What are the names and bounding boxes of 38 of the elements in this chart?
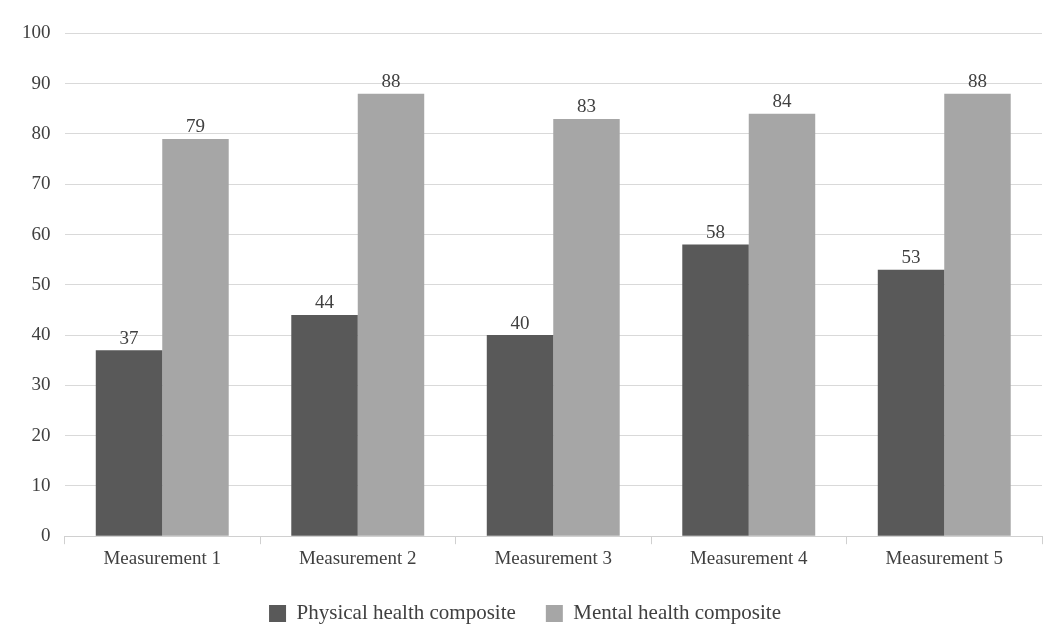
data-label: 83 (576, 95, 596, 117)
y-tick-label: 30 (31, 373, 51, 395)
bar (95, 350, 163, 536)
data-label: 88 (967, 70, 987, 92)
data-label: 58 (706, 221, 726, 243)
legend-label: Mental health composite (573, 600, 781, 625)
y-tick-label: 0 (41, 524, 51, 546)
y-tick-label: 70 (31, 172, 51, 194)
x-tick-label: Measurement 1 (103, 546, 222, 568)
data-label: 40 (510, 311, 530, 333)
x-tick-label: Measurement 5 (885, 546, 1004, 568)
y-tick-label: 100 (22, 21, 51, 43)
y-tick-label: 90 (31, 71, 51, 93)
data-label: 79 (185, 115, 205, 137)
bar (291, 314, 358, 536)
bar (944, 93, 1011, 536)
y-tick-label: 50 (31, 272, 51, 294)
bar (357, 93, 425, 536)
legend-label: Physical health composite (296, 600, 516, 625)
bar (877, 269, 945, 536)
y-tick-label: 40 (31, 323, 51, 345)
y-tick-label: 20 (31, 423, 51, 445)
y-tick-label: 80 (31, 121, 51, 143)
y-tick-label: 60 (31, 222, 51, 244)
data-label: 44 (315, 291, 335, 313)
data-label: 88 (381, 70, 401, 92)
y-tick-label: 10 (31, 473, 51, 495)
x-tick-label: Measurement 3 (494, 546, 613, 568)
bar (486, 335, 554, 536)
data-label: 84 (772, 90, 792, 112)
x-tick-label: Measurement 4 (689, 546, 809, 568)
bar (162, 138, 229, 536)
x-tick-label: Measurement 2 (298, 546, 417, 568)
data-label: 53 (901, 246, 921, 268)
bar (748, 113, 816, 536)
bar (553, 118, 620, 536)
bar (682, 244, 749, 536)
data-label: 37 (119, 326, 139, 348)
